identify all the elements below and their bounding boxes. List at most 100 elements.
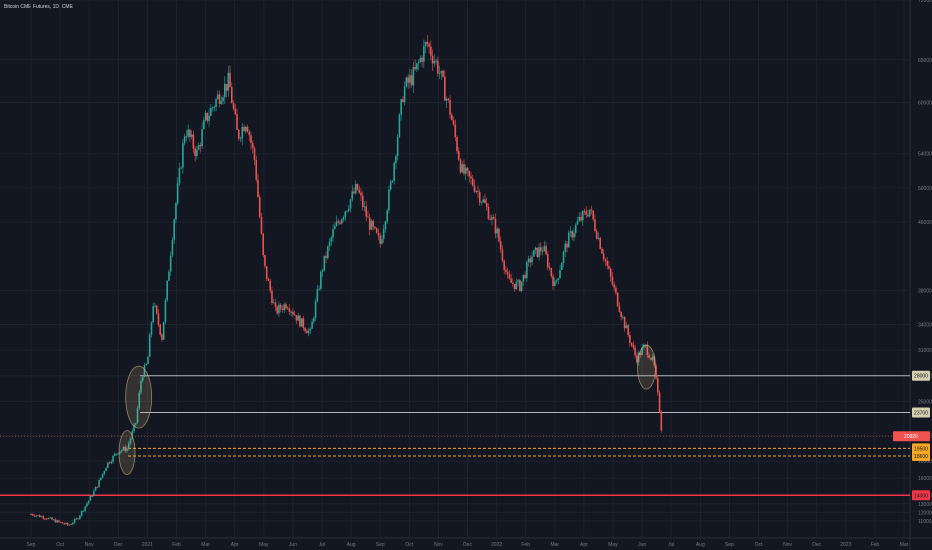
candle-body [435,60,437,62]
candle-body [194,148,196,156]
candle-body [541,251,544,252]
x-tick-label: Jul [668,542,674,548]
candle-body [332,229,334,238]
candle-body [657,378,659,393]
candle-body [573,232,575,238]
x-tick-label: Jul [319,542,325,548]
candle-body [243,126,245,132]
candle-body [98,480,100,488]
candle-body [585,211,588,215]
candle-body [456,137,458,152]
candle-body [522,274,525,282]
candle-body [265,266,268,280]
candle-body [61,522,64,524]
candle-body [213,106,216,108]
candle-body [309,328,312,331]
candle-body [192,134,195,149]
candle-body [251,142,254,149]
candle-body [620,312,622,318]
candle-body [625,325,628,329]
candle-body [271,290,273,303]
x-tick-label: Mar [550,542,559,548]
candle-body [276,306,278,314]
candle-body [452,120,455,125]
candle-body [63,523,65,525]
x-tick-label: Nov [85,542,94,548]
candle-body [368,217,371,230]
candle-body [459,159,462,173]
candle-body [609,268,612,277]
candle-body [386,210,388,222]
y-tick-label: 50000 [918,186,932,192]
x-tick-label: Dec [114,542,123,548]
candle-body [346,210,348,212]
candle-body [131,431,134,439]
candle-body [552,276,554,287]
candle-body [295,315,298,321]
candle-body [189,129,191,137]
x-tick-label: Aug [696,542,705,548]
candle-body [405,77,408,87]
candle-body [358,189,361,193]
candle-body [103,471,106,474]
candle-body [283,304,285,311]
candle-body [285,304,287,309]
candle-body [597,237,600,239]
candle-body [327,246,329,258]
candle-body [447,98,450,101]
candle-body [58,520,60,522]
candle-body [42,516,45,519]
candle-body [599,237,601,249]
candle-body [335,221,338,226]
candle-body [206,112,209,121]
candle-body [52,519,55,521]
candle-body [431,55,434,64]
candle-body [444,76,446,101]
candle-body [68,524,71,526]
candle-body [340,219,343,224]
candle-body [237,129,240,139]
candle-body [363,206,366,208]
candle-body [381,239,383,244]
candle-body [630,342,633,346]
candle-body [375,228,378,234]
candle-body [496,228,498,234]
candle-body [606,260,608,266]
candle-body [566,243,568,248]
candle-body [595,230,598,239]
candle-body [185,136,188,138]
candle-body [655,365,657,379]
candle-body [119,451,121,454]
candle-body [646,344,649,355]
x-tick-label: Mar [900,542,909,548]
candle-body [438,73,441,74]
candle-body [492,217,495,219]
candle-body [594,219,596,231]
candle-body [482,199,485,203]
candle-body [183,136,186,144]
candle-body [388,189,390,211]
candle-body [491,217,493,220]
candle-body [613,284,615,288]
candle-body [304,328,306,332]
candle-body [253,148,256,160]
candle-body [339,222,341,224]
candle-body [197,145,200,150]
candle-body [416,63,418,70]
candle-body [540,247,542,252]
candle-body [316,289,319,302]
candle-body [169,255,172,272]
price-level-label: 18600 [914,454,928,460]
candle-body [274,302,277,307]
candle-body [601,248,603,254]
candle-body [653,356,656,366]
candle-body [100,477,102,481]
candle-body [30,514,32,515]
candle-body [658,392,661,413]
candle-body [241,126,244,139]
candle-body [503,260,505,270]
candle-body [410,75,413,86]
candle-body [293,314,296,316]
candle-body [164,300,167,322]
